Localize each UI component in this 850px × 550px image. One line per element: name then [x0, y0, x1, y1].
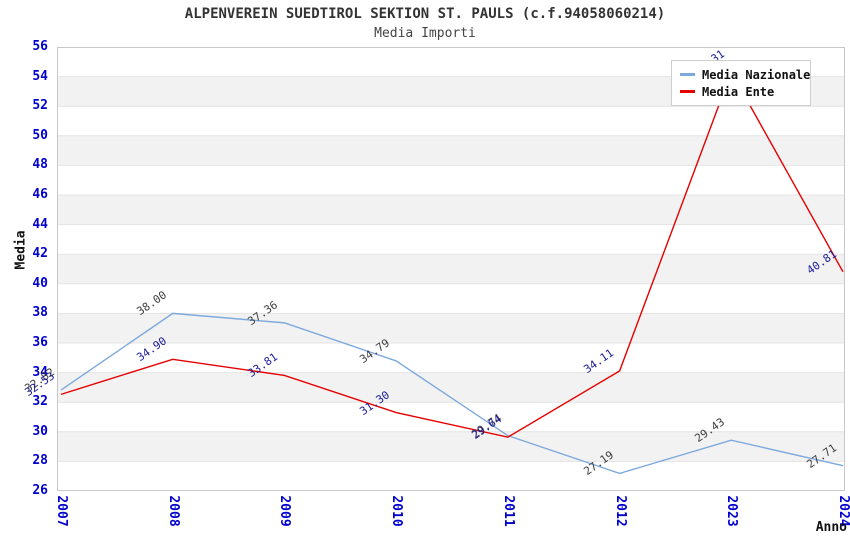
plot-border [57, 47, 845, 491]
y-tick-label: 40 [32, 275, 48, 291]
legend-item-media-ente: Media Ente [680, 83, 802, 100]
plot-band [57, 431, 845, 462]
x-tick-label: 2011 [500, 495, 516, 527]
legend-label-media-nazionale: Media Nazionale [702, 67, 811, 82]
y-tick-label: 48 [32, 157, 48, 173]
plot-canvas [57, 47, 845, 491]
y-tick-label: 32 [32, 394, 48, 410]
series-line-0 [60, 312, 844, 475]
y-tick-label: 56 [32, 39, 48, 54]
y-axis-ticks: 56 54 52 50 48 46 44 42 40 38 36 34 32 30 28 26 [0, 40, 50, 498]
plot-band [57, 254, 845, 284]
y-tick-label: 52 [32, 98, 48, 114]
plot-band [57, 195, 845, 225]
y-tick-label: 50 [32, 127, 48, 143]
plot-area [57, 47, 845, 491]
y-tick-label: 34 [32, 364, 48, 380]
plot-band [57, 165, 845, 195]
y-tick-label: 42 [32, 246, 48, 262]
y-tick-label: 28 [32, 453, 48, 469]
plot-band [57, 343, 845, 373]
y-tick-label: 44 [32, 216, 48, 232]
chart-title: ALPENVEREIN SUEDTIROL SEKTION ST. PAULS … [184, 6, 666, 22]
x-tick-label: 2023 [724, 495, 740, 527]
x-tick-label: 2007 [54, 495, 69, 527]
x-tick-label: 2010 [389, 495, 405, 527]
y-tick-label: 26 [32, 483, 48, 498]
x-tick-label: 2009 [277, 495, 293, 527]
y-tick-label: 38 [32, 305, 48, 321]
plot-band [57, 461, 845, 491]
plot-band [57, 224, 845, 255]
y-tick-label: 54 [32, 68, 48, 84]
chart-subtitle: Media Importi [374, 26, 476, 41]
series-line-1 [60, 70, 844, 438]
x-axis-ticks: 2007 2008 2009 2010 2011 2012 2023 2024 [54, 491, 850, 550]
x-axis-title: Anno [815, 520, 847, 535]
plot-band [57, 283, 845, 314]
y-tick-label: 30 [32, 423, 48, 439]
legend-swatch-media-nazionale [680, 73, 695, 76]
y-tick-label: 46 [32, 187, 48, 202]
legend-label-media-ente: Media Ente [702, 84, 775, 99]
plot-band [57, 313, 845, 343]
plot-band [57, 135, 845, 166]
legend-item-media-nazionale: Media Nazionale [680, 66, 810, 83]
x-tick-label: 2012 [612, 495, 628, 527]
plot-band [57, 106, 845, 136]
legend: Media Nazionale Media Ente [671, 60, 811, 106]
legend-swatch-media-ente [680, 90, 695, 93]
y-tick-label: 36 [32, 335, 48, 350]
plot-band [57, 402, 845, 432]
x-tick-label: 2008 [165, 495, 181, 527]
